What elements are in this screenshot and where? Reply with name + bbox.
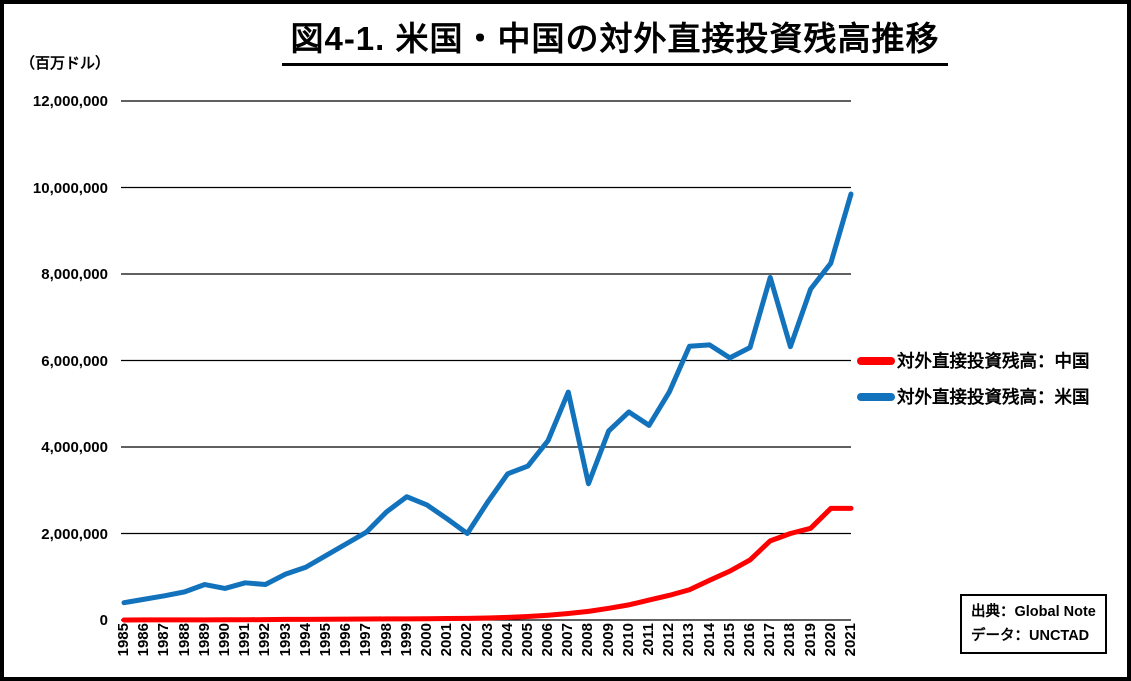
x-tick-label: 2001 bbox=[438, 623, 456, 657]
x-tick-label: 2018 bbox=[781, 623, 799, 657]
x-tick-label: 1985 bbox=[115, 623, 132, 657]
x-tick-label: 2000 bbox=[417, 623, 435, 657]
x-tick-label: 2008 bbox=[579, 623, 597, 657]
x-tick-label: 2013 bbox=[680, 623, 698, 657]
x-tick-label: 1987 bbox=[155, 623, 173, 657]
x-tick-label: 2010 bbox=[619, 623, 637, 657]
legend-line-swatch bbox=[857, 392, 895, 401]
source-line-1: 出典：Global Note bbox=[971, 604, 1096, 620]
x-tick-label: 2004 bbox=[498, 623, 516, 657]
x-tick-label: 1986 bbox=[135, 623, 153, 657]
y-tick-label: 12,000,000 bbox=[32, 93, 108, 110]
x-tick-label: 2014 bbox=[700, 623, 718, 657]
x-tick-label: 2020 bbox=[821, 623, 839, 657]
x-tick-label: 1988 bbox=[175, 623, 193, 657]
x-tick-label: 2015 bbox=[720, 623, 738, 657]
x-tick-label: 1995 bbox=[316, 623, 334, 657]
x-tick-label: 1999 bbox=[397, 623, 415, 657]
x-tick-label: 2016 bbox=[741, 623, 759, 657]
series-line-対外直接投資残高：中国 bbox=[121, 505, 854, 623]
x-tick-label: 2017 bbox=[761, 623, 779, 657]
source-line-2: データ：UNCTAD bbox=[971, 628, 1090, 644]
x-tick-label: 2012 bbox=[660, 623, 678, 657]
x-tick-label: 2019 bbox=[801, 623, 819, 657]
x-tick-label: 2002 bbox=[458, 623, 476, 657]
legend: 対外直接投資残高：中国 対外直接投資残高：米国 bbox=[857, 348, 1090, 420]
source-box: 出典：Global Note データ：UNCTAD bbox=[960, 594, 1107, 654]
x-tick-label: 2009 bbox=[599, 623, 617, 657]
series-line-対外直接投資残高：米国 bbox=[121, 191, 854, 606]
x-tick-label: 2021 bbox=[842, 623, 859, 657]
x-tick-label: 1992 bbox=[256, 623, 274, 657]
y-tick-label: 8,000,000 bbox=[41, 266, 108, 283]
x-tick-label: 1998 bbox=[377, 623, 395, 657]
y-axis-unit-label: （百万ドル） bbox=[20, 55, 111, 72]
legend-line-swatch bbox=[857, 356, 895, 365]
chart-title: 図4-1. 米国・中国の対外直接投資残高推移 bbox=[282, 12, 948, 66]
x-tick-label: 1993 bbox=[276, 623, 294, 657]
x-tick-label: 1989 bbox=[195, 623, 213, 657]
x-tick-label: 1996 bbox=[337, 623, 355, 657]
y-tick-label: 2,000,000 bbox=[41, 525, 108, 543]
x-tick-label: 2005 bbox=[518, 623, 536, 657]
x-tick-label: 2006 bbox=[539, 623, 557, 657]
y-tick-label: 0 bbox=[99, 612, 108, 629]
legend-label: 対外直接投資残高：米国 bbox=[897, 387, 1090, 407]
title-row: 図4-1. 米国・中国の対外直接投資残高推移 bbox=[121, 12, 1109, 66]
y-tick-label: 6,000,000 bbox=[41, 352, 108, 370]
legend-item: 対外直接投資残高：米国 bbox=[857, 384, 1090, 409]
plot-area bbox=[121, 100, 854, 623]
x-tick-label: 1994 bbox=[296, 623, 314, 657]
x-tick-label: 1991 bbox=[236, 623, 254, 657]
x-tick-label: 1997 bbox=[357, 623, 375, 657]
x-tick-label: 1990 bbox=[215, 623, 233, 657]
x-tick-label: 2003 bbox=[478, 623, 496, 657]
legend-label: 対外直接投資残高：中国 bbox=[897, 351, 1090, 371]
legend-item: 対外直接投資残高：中国 bbox=[857, 348, 1090, 373]
x-tick-label: 2011 bbox=[640, 623, 658, 656]
x-tick-label: 2007 bbox=[559, 623, 577, 657]
y-tick-label: 4,000,000 bbox=[41, 439, 108, 456]
y-tick-label: 10,000,000 bbox=[32, 179, 108, 197]
